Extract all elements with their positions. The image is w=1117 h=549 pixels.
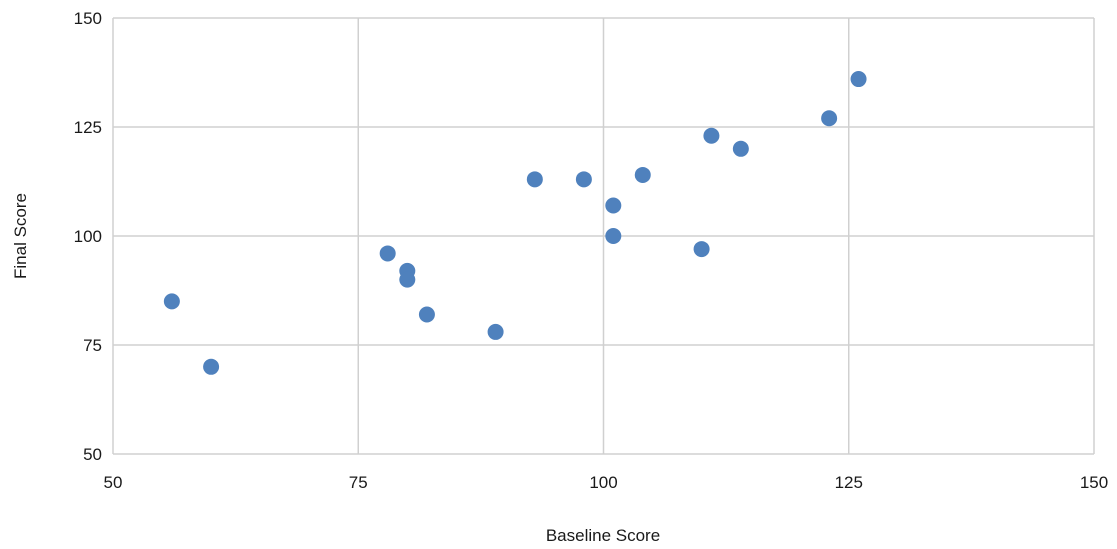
y-tick-label: 150 — [74, 9, 102, 28]
y-tick-label: 100 — [74, 227, 102, 246]
data-point — [634, 166, 651, 183]
y-tick-label: 50 — [83, 445, 102, 464]
data-point — [693, 241, 710, 258]
data-point — [526, 171, 543, 188]
data-point — [418, 306, 435, 323]
data-point — [703, 127, 720, 144]
y-tick-label: 125 — [74, 118, 102, 137]
data-point — [203, 358, 220, 375]
x-tick-label: 50 — [104, 473, 123, 492]
data-point — [379, 245, 396, 262]
x-tick-label: 100 — [589, 473, 617, 492]
data-point — [605, 228, 622, 244]
data-point — [821, 110, 838, 127]
data-point — [850, 71, 867, 88]
data-point — [163, 293, 180, 310]
data-point — [575, 171, 592, 188]
tick-labels: 50 75 100 125 150 50 75 100 125 150 — [74, 9, 1109, 492]
x-tick-label: 150 — [1080, 473, 1108, 492]
y-axis-title: Final Score — [11, 193, 30, 279]
chart-grid — [112, 17, 1095, 455]
data-point — [399, 271, 416, 288]
x-axis-title: Baseline Score — [546, 526, 660, 545]
data-point — [487, 323, 504, 340]
data-points — [163, 71, 867, 375]
x-tick-label: 125 — [835, 473, 863, 492]
data-point — [732, 140, 749, 157]
data-point — [605, 197, 622, 214]
x-tick-label: 75 — [349, 473, 368, 492]
y-tick-label: 75 — [83, 336, 102, 355]
